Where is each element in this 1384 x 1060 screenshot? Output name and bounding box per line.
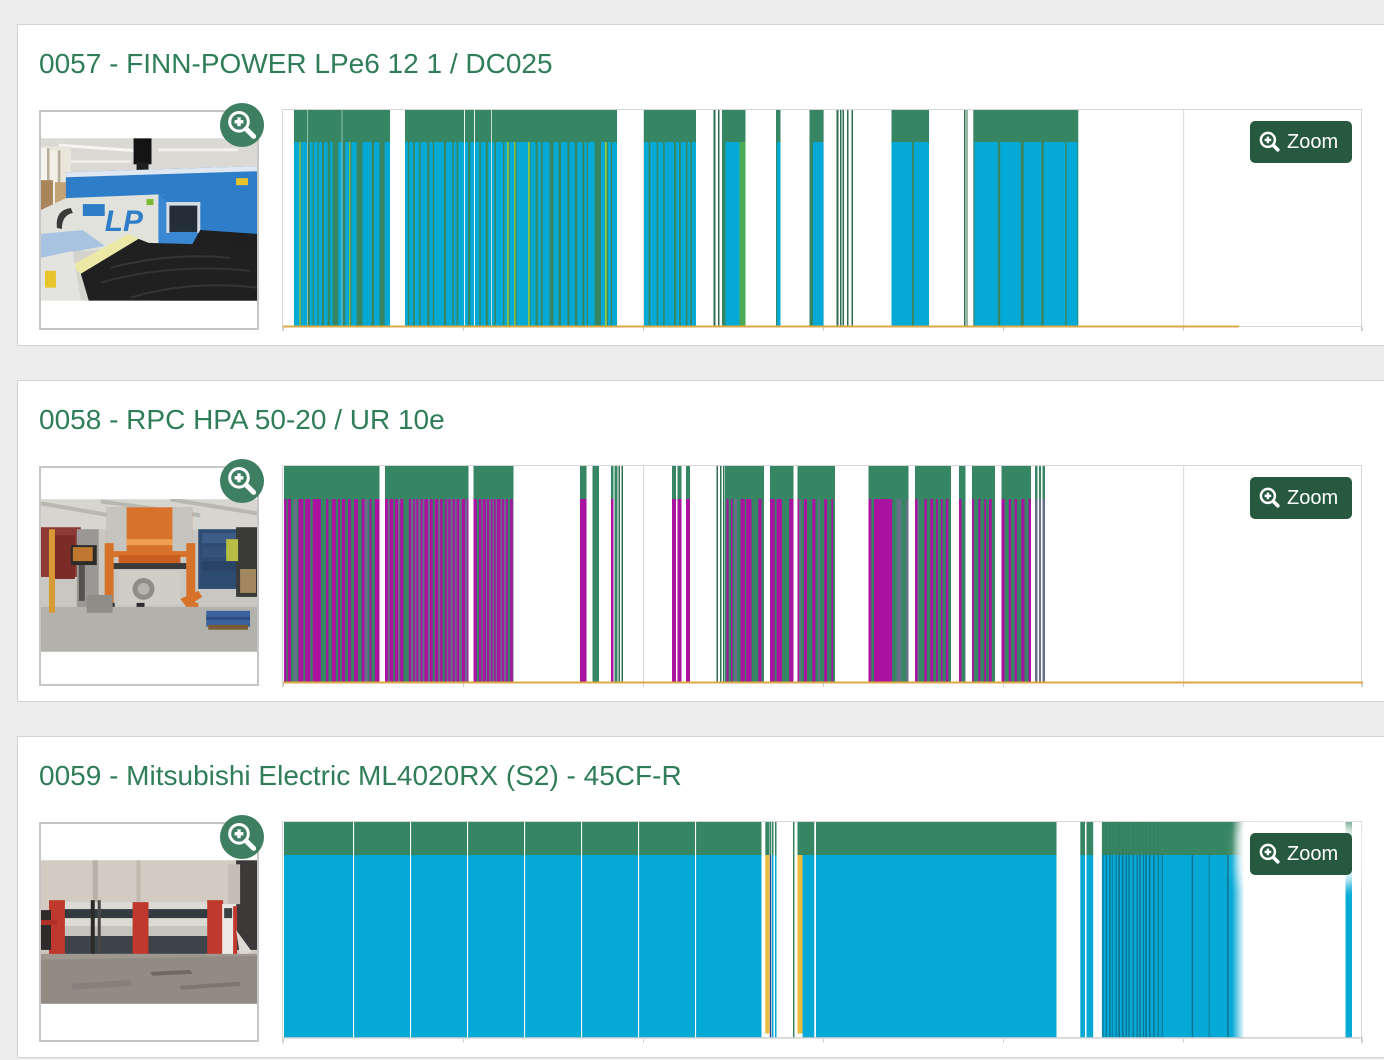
- svg-text:LP: LP: [104, 205, 142, 238]
